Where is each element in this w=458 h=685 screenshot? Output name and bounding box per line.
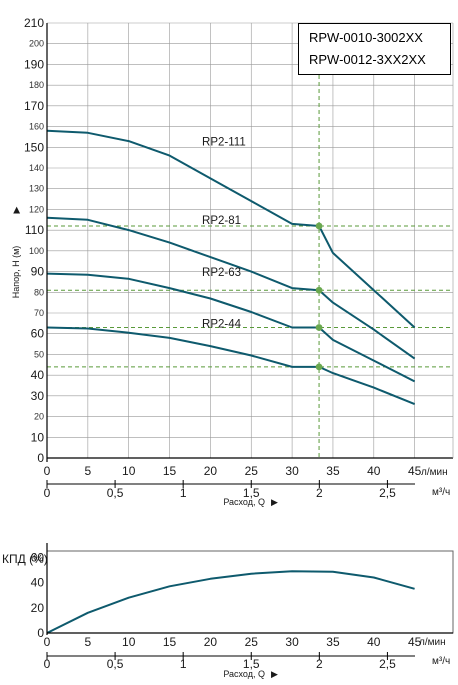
- efficiency-x2-tick-label: 1,5: [243, 657, 260, 671]
- y-tick-label: 120: [29, 204, 44, 214]
- y-tick-label: 70: [34, 308, 44, 318]
- x2-tick-label: 0,5: [107, 486, 124, 500]
- efficiency-x-tick-label: 45: [408, 635, 422, 649]
- efficiency-x-tick-label: 10: [122, 635, 136, 649]
- y-tick-label: 20: [34, 412, 44, 422]
- efficiency-x2-tick-label: 0: [44, 657, 51, 671]
- y-tick-label: 0: [37, 451, 44, 465]
- series-label: RP2-44: [202, 319, 242, 331]
- efficiency-y-tick-label: 60: [31, 550, 45, 564]
- x-tick-label: 20: [204, 464, 218, 478]
- series-label: RP2-111: [202, 136, 246, 148]
- head-curve-rp2-111: [46, 129, 416, 329]
- efficiency-y-tick-label: 20: [31, 601, 45, 615]
- head-curve-rp2-81: [46, 216, 416, 360]
- efficiency-x-tick-label: 40: [367, 635, 381, 649]
- x2-tick-label: 2: [316, 486, 323, 500]
- y-tick-label: 160: [29, 122, 44, 132]
- head-y-axis-arrow: ▶: [11, 206, 21, 213]
- efficiency-plot-frame: [46, 550, 454, 634]
- x-tick-label: 35: [326, 464, 340, 478]
- y-tick-label: 180: [29, 80, 44, 90]
- y-tick-label: 190: [24, 57, 44, 71]
- efficiency-x-tick-label: 25: [245, 635, 259, 649]
- head-curves: RP2-111 RP2-81 RP2-63 RP2-44: [46, 129, 416, 406]
- efficiency-x2-tick-label: 0,5: [107, 657, 124, 671]
- efficiency-x-tick-label: 0: [44, 635, 51, 649]
- model-code: RPW-0010-3002XX: [309, 30, 423, 45]
- model-code: RPW-0012-3XX2XX: [309, 52, 426, 67]
- operating-point-marker: [315, 324, 323, 331]
- y-tick-label: 10: [31, 430, 45, 444]
- x-tick-label: 5: [85, 464, 92, 478]
- efficiency-x2-tick-label: 2: [316, 657, 323, 671]
- efficiency-curve: [46, 570, 415, 634]
- y-tick-label: 80: [34, 287, 44, 297]
- operating-point-marker: [315, 286, 323, 294]
- x-tick-label: 30: [285, 464, 299, 478]
- efficiency-x-axis-title: Расход, Q: [223, 669, 265, 679]
- efficiency-x-unit-primary: л/мин: [419, 637, 446, 648]
- y-tick-label: 40: [31, 368, 45, 382]
- x-tick-label: 10: [122, 464, 136, 478]
- operating-point-marker: [315, 363, 323, 371]
- head-curve-rp2-63: [46, 272, 416, 383]
- y-tick-label: 30: [31, 389, 45, 403]
- operating-points: [315, 222, 323, 371]
- efficiency-x-tick-label: 15: [163, 635, 177, 649]
- efficiency-x-axis-arrow: ▶: [271, 669, 278, 679]
- efficiency-y-tick-label: 0: [37, 626, 44, 640]
- y-tick-label: 210: [24, 16, 44, 30]
- x2-tick-label: 1: [180, 486, 187, 500]
- x-tick-label: 25: [245, 464, 259, 478]
- efficiency-x-unit-secondary: м³/ч: [432, 656, 450, 667]
- efficiency-chart-grid: [46, 550, 454, 634]
- x2-tick-label: 1,5: [243, 486, 260, 500]
- y-tick-label: 60: [31, 327, 45, 341]
- head-x-unit-primary: л/мин: [421, 467, 448, 478]
- operating-point-marker: [315, 222, 323, 230]
- model-designation-box: RPW-0010-3002XX RPW-0012-3XX2XX: [298, 23, 451, 75]
- y-tick-label: 90: [31, 265, 45, 279]
- y-tick-label: 100: [29, 246, 44, 256]
- head-x-axis-title: Расход, Q: [223, 497, 265, 507]
- y-tick-label: 150: [24, 140, 44, 154]
- y-tick-label: 200: [29, 39, 44, 49]
- head-x-unit-secondary: м³/ч: [432, 487, 450, 498]
- head-x-axis-arrow: ▶: [271, 497, 278, 507]
- efficiency-x-tick-label: 35: [326, 635, 340, 649]
- y-tick-label: 170: [24, 99, 44, 113]
- efficiency-y-tick-label: 40: [31, 576, 45, 590]
- head-chart-axes: 0103040609011015017019021020507080100120…: [24, 16, 454, 500]
- x2-tick-label: 0: [44, 486, 51, 500]
- efficiency-chart-axes: 0 20 40 60 0 5 10 15 20 25 30 35 40 45 0 0,5 1 1,5 2 2,5: [31, 543, 453, 671]
- series-label: RP2-81: [202, 215, 241, 227]
- x2-tick-label: 2,5: [379, 486, 396, 500]
- head-y-axis-title: Напор, Н (м): [11, 246, 21, 299]
- y-tick-label: 50: [34, 349, 44, 359]
- x-tick-label: 40: [367, 464, 381, 478]
- y-tick-label: 140: [29, 163, 44, 173]
- efficiency-x-tick-label: 20: [204, 635, 218, 649]
- efficiency-y-axis-title: КПД (%): [2, 552, 48, 566]
- series-label: RP2-63: [202, 267, 241, 279]
- efficiency-x-tick-label: 5: [85, 635, 92, 649]
- x-tick-label: 15: [163, 464, 177, 478]
- head-chart-grid: [46, 22, 453, 458]
- efficiency-curve-line: [46, 570, 415, 634]
- x-tick-label: 45: [408, 464, 422, 478]
- efficiency-x2-tick-label: 1: [180, 657, 187, 671]
- x-tick-label: 0: [44, 464, 51, 478]
- y-tick-label: 110: [25, 223, 44, 237]
- efficiency-x2-tick-label: 2,5: [379, 657, 396, 671]
- y-tick-label: 130: [29, 184, 44, 194]
- efficiency-x-tick-label: 30: [285, 635, 299, 649]
- head-curve-rp2-44: [46, 326, 415, 406]
